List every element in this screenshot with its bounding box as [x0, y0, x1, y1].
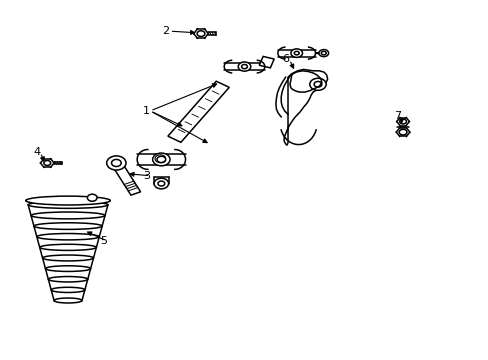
Circle shape [313, 81, 321, 87]
Circle shape [111, 159, 121, 167]
Circle shape [398, 129, 406, 135]
Text: 1: 1 [143, 106, 150, 116]
Circle shape [44, 161, 51, 166]
Circle shape [321, 51, 325, 55]
Ellipse shape [42, 255, 93, 261]
Text: 6: 6 [282, 54, 289, 64]
Text: 5: 5 [100, 236, 106, 246]
Polygon shape [167, 81, 229, 142]
Polygon shape [259, 57, 274, 68]
Text: 3: 3 [143, 171, 150, 181]
Ellipse shape [31, 212, 105, 219]
Polygon shape [284, 69, 327, 145]
Circle shape [152, 153, 170, 166]
Circle shape [87, 194, 97, 201]
Circle shape [399, 119, 406, 124]
Ellipse shape [37, 234, 99, 240]
Ellipse shape [26, 196, 110, 205]
Circle shape [309, 78, 325, 90]
Text: 7: 7 [394, 111, 401, 121]
Text: 2: 2 [162, 26, 169, 36]
Ellipse shape [54, 298, 82, 303]
Text: 4: 4 [33, 147, 41, 157]
Circle shape [318, 50, 328, 57]
Circle shape [157, 156, 165, 163]
Ellipse shape [48, 276, 87, 282]
Circle shape [290, 49, 302, 57]
Ellipse shape [45, 266, 90, 271]
Circle shape [241, 64, 247, 69]
Circle shape [197, 31, 204, 36]
Ellipse shape [51, 287, 85, 292]
Ellipse shape [40, 244, 96, 251]
Circle shape [294, 51, 299, 55]
Circle shape [238, 62, 250, 71]
Ellipse shape [28, 201, 108, 208]
Ellipse shape [34, 223, 102, 229]
Circle shape [158, 181, 164, 186]
Circle shape [106, 156, 126, 170]
Polygon shape [111, 161, 140, 195]
Circle shape [154, 178, 168, 189]
